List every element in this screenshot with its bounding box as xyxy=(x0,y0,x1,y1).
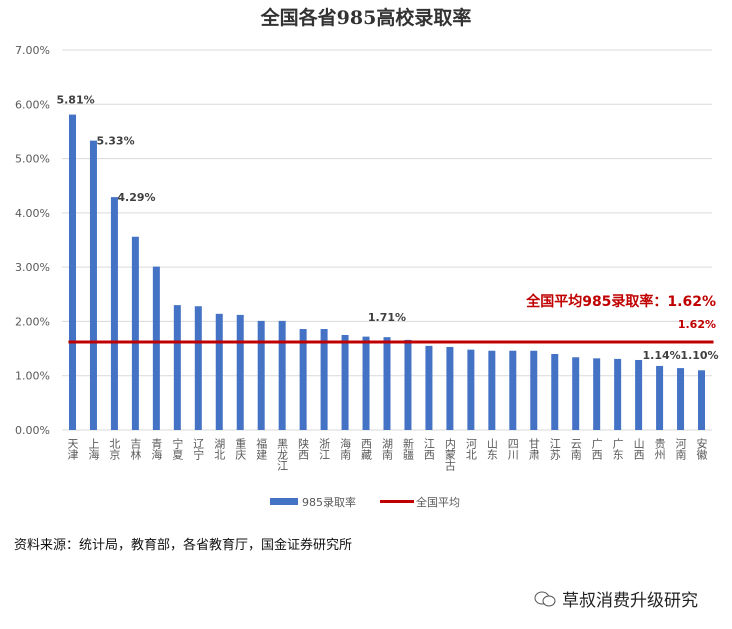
y-tick-label: 0.00% xyxy=(15,424,50,437)
x-tick-label: 浙江 xyxy=(318,438,331,460)
x-tick-label: 湖北 xyxy=(213,438,226,460)
x-tick-label: 重庆 xyxy=(234,437,247,461)
bar-河南 xyxy=(677,368,685,430)
data-label: 5.81% xyxy=(56,94,94,107)
bar-河北 xyxy=(467,349,475,430)
x-tick-label: 广西 xyxy=(590,438,603,460)
bar-甘肃 xyxy=(530,350,538,430)
legend: 985录取率 全国平均 xyxy=(270,495,460,509)
y-tick-label: 4.00% xyxy=(15,207,50,220)
x-tick-label: 辽宁 xyxy=(192,438,205,460)
bar-四川 xyxy=(509,350,517,430)
data-label: 4.29% xyxy=(117,191,155,204)
bar-天津 xyxy=(68,114,76,430)
x-tick-label: 黑龙江 xyxy=(276,438,289,471)
bar-辽宁 xyxy=(194,306,202,430)
x-tick-label: 天津 xyxy=(66,438,79,460)
bar-青海 xyxy=(152,266,160,430)
bar-江苏 xyxy=(551,354,559,430)
legend-label-line: 全国平均 xyxy=(416,495,460,509)
bar-黑龙江 xyxy=(278,320,286,430)
data-label: 1.71% xyxy=(368,311,406,324)
bar-新疆 xyxy=(404,339,412,430)
x-tick-label: 湖南 xyxy=(381,438,394,460)
bar-宁夏 xyxy=(173,305,181,430)
x-tick-label: 海南 xyxy=(339,437,352,460)
bar-浙江 xyxy=(320,329,328,430)
bar-湖北 xyxy=(215,313,223,430)
x-tick-label: 山西 xyxy=(632,438,645,460)
bar-山东 xyxy=(488,350,496,430)
x-tick-label: 青海 xyxy=(150,438,163,461)
legend-swatch-line xyxy=(380,500,414,503)
y-tick-label: 7.00% xyxy=(15,44,50,57)
bar-吉林 xyxy=(131,236,139,430)
data-label: 5.33% xyxy=(96,135,134,148)
data-label: 1.10% xyxy=(680,349,718,362)
x-tick-label: 宁夏 xyxy=(171,437,184,460)
bar-安徽 xyxy=(698,370,706,430)
bar-山西 xyxy=(635,359,643,430)
y-tick-label: 3.00% xyxy=(15,261,50,274)
x-tick-label: 北京 xyxy=(108,438,121,461)
bar-陕西 xyxy=(299,329,307,430)
bar-西藏 xyxy=(362,336,370,430)
wechat-icon xyxy=(534,591,556,606)
legend-swatch-bar xyxy=(270,498,298,505)
x-tick-label: 西藏 xyxy=(360,438,373,461)
x-tick-label: 广东 xyxy=(611,438,624,460)
x-tick-label: 甘肃 xyxy=(527,438,540,461)
average-annotation: 全国平均985录取率：1.62% xyxy=(525,293,716,310)
bar-广西 xyxy=(593,358,601,430)
bar-北京 xyxy=(110,197,118,430)
watermark: 草叔消费升级研究 xyxy=(534,586,698,611)
legend-label-bar: 985录取率 xyxy=(302,495,356,509)
bar-江西 xyxy=(425,345,433,430)
x-tick-label: 山东 xyxy=(485,438,498,460)
x-tick-label: 河南 xyxy=(674,438,687,460)
average-data-label: 1.62% xyxy=(678,318,716,331)
y-tick-label: 6.00% xyxy=(15,98,50,111)
bar-云南 xyxy=(572,357,580,430)
chart-title: 全国各省985高校录取率 xyxy=(260,6,472,29)
x-tick-label: 内蒙古 xyxy=(443,437,456,471)
x-tick-label: 四川 xyxy=(506,438,519,460)
bar-贵州 xyxy=(656,365,664,430)
bar-福建 xyxy=(257,320,265,430)
x-tick-label: 江苏 xyxy=(548,438,561,461)
bar-重庆 xyxy=(236,314,244,430)
y-tick-label: 5.00% xyxy=(15,153,50,166)
x-tick-label: 安徽 xyxy=(695,437,708,461)
x-tick-label: 江西 xyxy=(422,438,435,460)
bar-湖南 xyxy=(383,337,391,430)
x-tick-label: 陕西 xyxy=(297,437,310,460)
x-tick-label: 云南 xyxy=(569,438,582,460)
x-tick-label: 上海 xyxy=(87,438,100,461)
x-tick-label: 河北 xyxy=(464,438,477,460)
data-label: 1.14% xyxy=(642,349,680,362)
y-tick-label: 2.00% xyxy=(15,315,50,328)
x-tick-label: 吉林 xyxy=(129,438,142,460)
watermark-text: 草叔消费升级研究 xyxy=(562,591,698,611)
y-tick-label: 1.00% xyxy=(15,370,50,383)
bar-海南 xyxy=(341,335,349,430)
source-note: 资料来源：统计局，教育部，各省教育厅，国金证券研究所 xyxy=(14,538,353,553)
bar-内蒙古 xyxy=(446,346,454,430)
x-tick-label: 福建 xyxy=(255,437,268,461)
x-tick-label: 新疆 xyxy=(401,437,414,460)
x-tick-label: 贵州 xyxy=(653,438,666,460)
bar-上海 xyxy=(89,140,97,430)
bar-广东 xyxy=(614,358,622,430)
